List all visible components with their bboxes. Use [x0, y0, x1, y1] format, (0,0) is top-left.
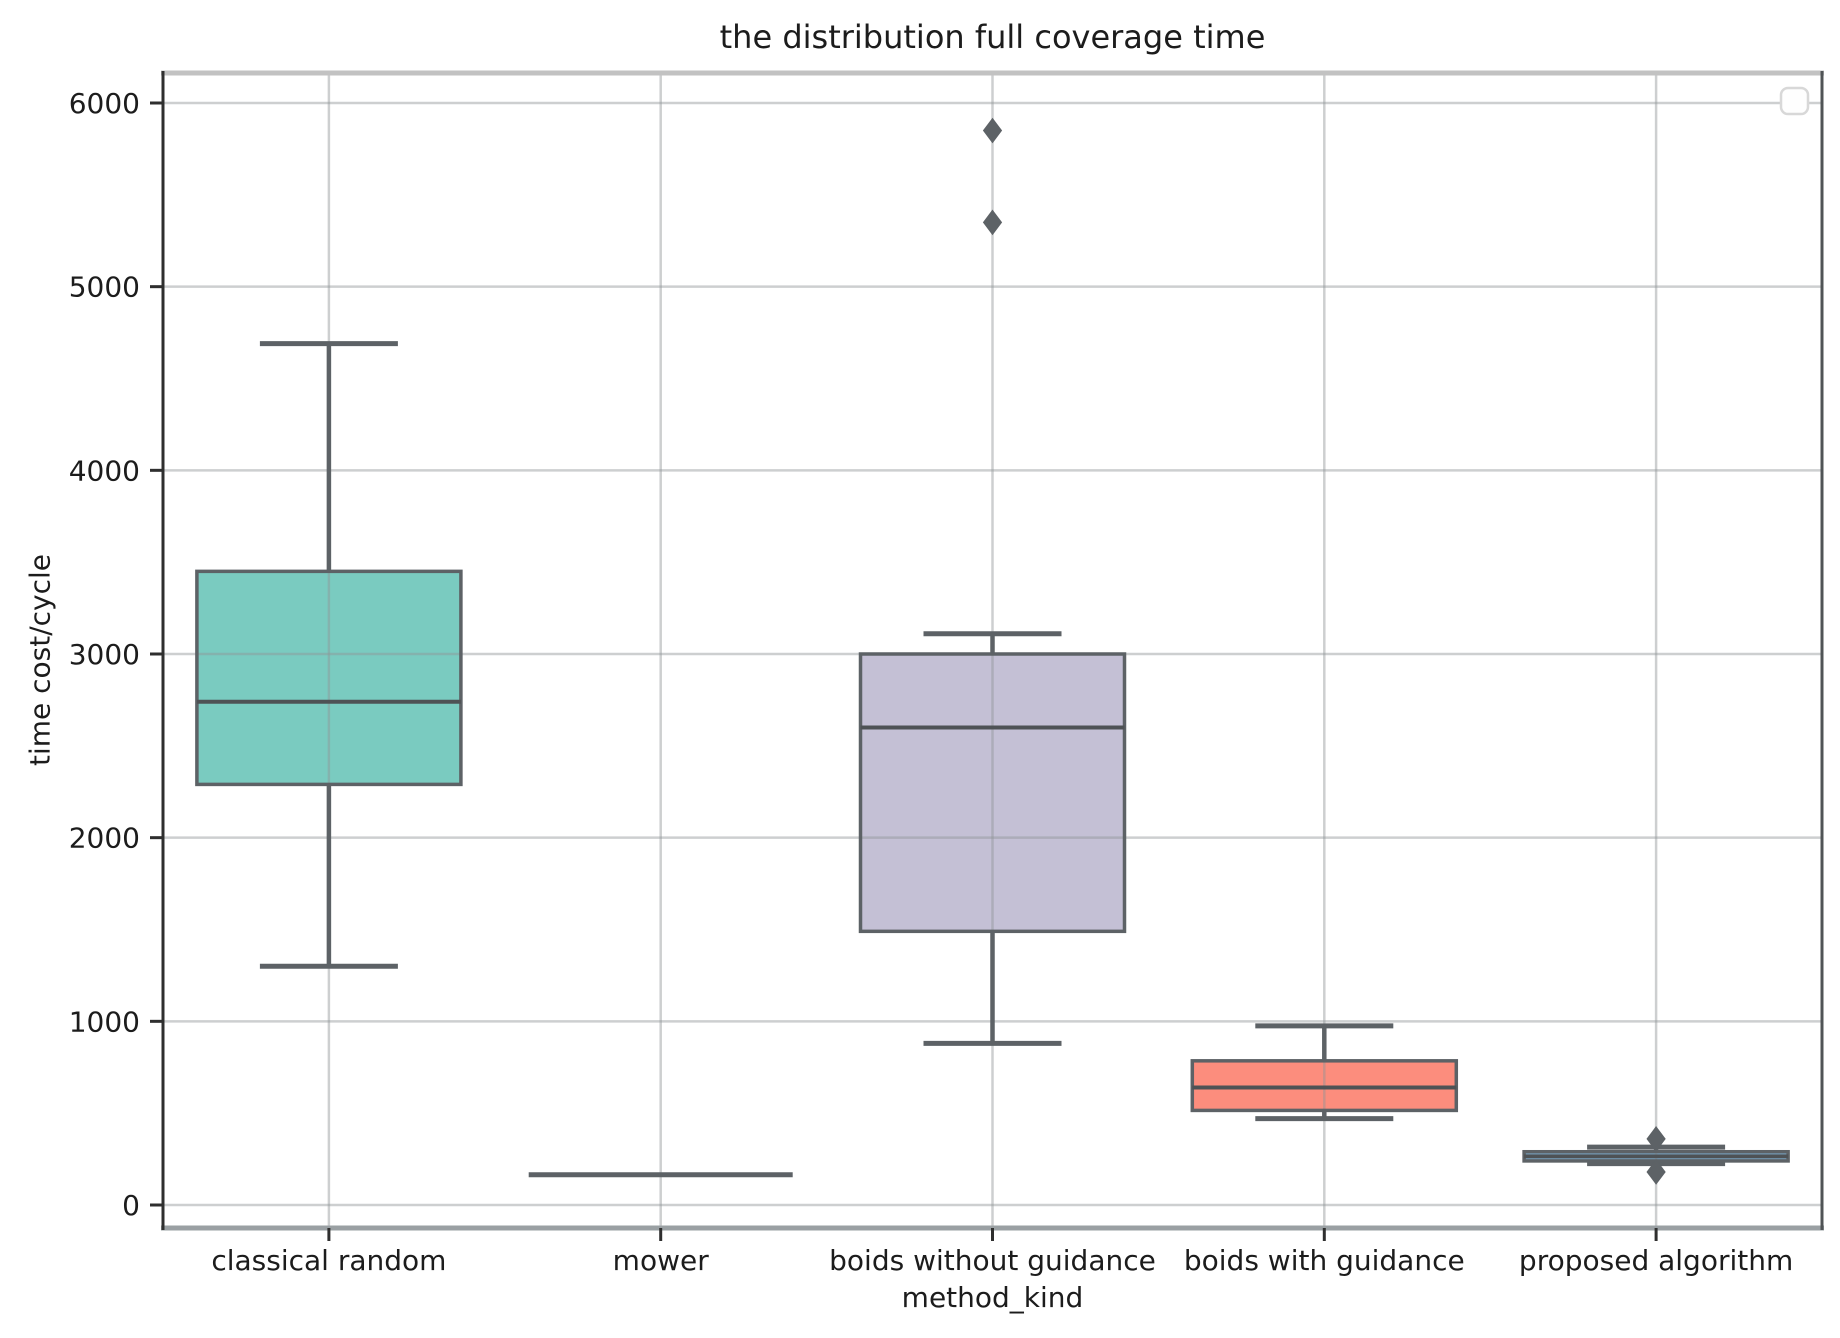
y-tick-label: 0 — [122, 1189, 140, 1222]
box-fill — [196, 571, 461, 785]
y-tick-label: 5000 — [69, 271, 140, 304]
outlier-diamond — [1646, 1159, 1666, 1185]
y-tick-label: 6000 — [69, 87, 140, 120]
box-frame — [195, 569, 463, 787]
x-tick-label: mower — [613, 1244, 710, 1277]
box-fill — [860, 654, 1125, 932]
y-tick-label: 1000 — [69, 1005, 140, 1038]
legend-frame — [1779, 86, 1810, 116]
outlier-diamond — [1646, 1126, 1666, 1152]
y-tick-label: 3000 — [69, 638, 140, 671]
outlier-diamond — [982, 117, 1003, 144]
x-tick-label: classical random — [211, 1244, 446, 1277]
y-tick-label: 4000 — [69, 454, 140, 487]
chart-title: the distribution full coverage time — [719, 18, 1266, 56]
x-tick-label: proposed algorithm — [1519, 1244, 1793, 1277]
y-tick-label: 2000 — [69, 822, 140, 855]
x-tick-label: boids without guidance — [829, 1244, 1156, 1277]
outlier-diamond — [982, 209, 1003, 236]
x-axis-label: method_kind — [901, 1281, 1084, 1314]
x-tick-label: boids with guidance — [1184, 1244, 1465, 1277]
box-frame — [858, 652, 1127, 934]
